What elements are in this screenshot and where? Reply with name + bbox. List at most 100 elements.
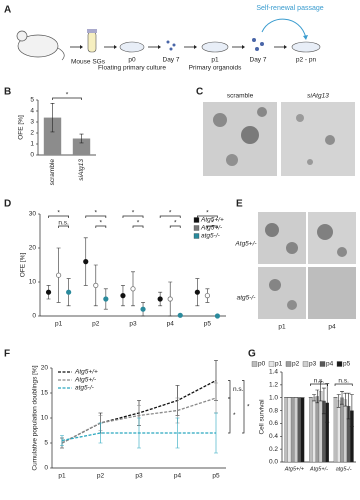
cell-icon: [252, 38, 256, 42]
y-tick-label: 30: [29, 211, 37, 218]
significance-label: *: [206, 210, 209, 217]
panel-label: F: [4, 349, 10, 360]
y-tick-label: 0.2: [269, 446, 278, 453]
bar: [312, 397, 316, 463]
step-label: p1: [211, 57, 219, 64]
x-tick-label: siAtg13: [78, 159, 85, 181]
diagram: Self-renewal passage Mouse SGs p0 Floati…: [16, 5, 324, 72]
y-tick-label: 0.6: [269, 420, 278, 427]
significance-label: *: [95, 210, 98, 217]
y-tick-label: 1: [30, 141, 34, 148]
y-axis-label: Cell survival: [259, 399, 266, 435]
legend-label: atg5-/-: [201, 233, 221, 240]
mean-marker: [120, 292, 126, 299]
micrograph: [258, 212, 306, 264]
x-tick-label: p1: [58, 473, 66, 480]
loop-arrow: [261, 18, 307, 39]
mean-marker: [93, 282, 99, 288]
arrow: [158, 45, 161, 49]
bar: [340, 397, 344, 463]
panel-label: D: [4, 199, 11, 210]
dish-icon: [291, 41, 321, 53]
x-tick-label: p5: [212, 473, 220, 480]
significance-label: *: [211, 220, 214, 227]
y-tick-label: 2: [30, 130, 34, 137]
significance-bracket: [132, 225, 144, 228]
legend-label: Atg5+/-: [200, 225, 223, 232]
organoid: [269, 279, 281, 291]
step-label: Mouse SGs: [71, 59, 106, 66]
mouse-icon: [57, 47, 65, 61]
bar: [72, 138, 91, 155]
x-tick-label: p1: [55, 321, 63, 328]
cell-icon: [166, 40, 170, 44]
y-tick-label: 10: [41, 415, 49, 422]
line: [61, 397, 217, 444]
y-axis-label: OFE [%]: [18, 115, 25, 140]
significance-bracket: [228, 380, 231, 399]
step-sublabel: Floating primary culture: [98, 65, 166, 72]
tube-icon: [87, 29, 97, 33]
legend-label: p5: [343, 361, 351, 368]
arrow: [80, 45, 83, 49]
mouse-icon: [17, 34, 59, 58]
mean-marker: [55, 272, 62, 278]
panel-label: B: [4, 87, 11, 98]
error-bar: [325, 383, 330, 423]
bar: [290, 397, 295, 463]
bar: [309, 397, 313, 463]
y-axis-label: OFE [%]: [20, 253, 27, 278]
significance-bracket: [58, 225, 69, 228]
bar: [297, 397, 302, 463]
x-tick-label: p4: [167, 321, 175, 328]
error-bar: [214, 382, 218, 414]
mouse-icon: [16, 30, 28, 42]
mean-marker: [140, 306, 146, 312]
bar: [318, 391, 323, 463]
legend-label: Atg5+/+: [200, 217, 224, 224]
significance-bracket: [310, 383, 328, 386]
arrow: [114, 45, 117, 49]
significance-label: *: [233, 412, 236, 419]
y-tick-label: 0: [44, 465, 48, 472]
image-column-label: siAtg13: [307, 93, 329, 100]
cell-icon: [172, 43, 176, 47]
cell-icon: [260, 42, 264, 46]
y-tick-label: 5: [30, 97, 34, 104]
significance-label: *: [132, 210, 135, 217]
organoid: [213, 113, 227, 127]
y-tick-label: 20: [29, 245, 37, 252]
legend-swatch: [285, 361, 292, 367]
significance-bracket: [85, 215, 107, 218]
legend-swatch: [251, 361, 258, 367]
panel-label: G: [248, 349, 256, 360]
panel-label: C: [196, 87, 203, 98]
organoid: [286, 242, 298, 254]
mean-marker: [214, 313, 221, 319]
step-label: Day 7: [163, 57, 180, 64]
bar: [343, 399, 348, 463]
y-tick-label: 20: [41, 365, 49, 372]
y-tick-label: 15: [41, 390, 49, 397]
step-label: p0: [128, 57, 136, 64]
mean-marker: [45, 289, 52, 295]
mean-marker: [83, 258, 89, 265]
micrograph: [308, 267, 356, 319]
y-axis-label: Cumulative population doublings [%]: [32, 365, 39, 470]
legend-label: p2: [292, 361, 300, 368]
y-tick-label: 1.2: [269, 382, 278, 389]
significance-label: *: [57, 210, 60, 217]
cell-icon: [169, 47, 173, 51]
legend-label: atg5-/-: [75, 385, 95, 392]
panel-label: E: [236, 199, 243, 210]
error-bar: [315, 389, 320, 404]
organoid: [325, 135, 335, 145]
image-column-label: scramble: [227, 93, 254, 100]
legend-label: Atg5+/-: [74, 377, 97, 384]
significance-bracket: [52, 97, 82, 100]
legend-swatch: [193, 217, 200, 223]
error-bar: [349, 394, 354, 427]
image-column-label: p4: [328, 324, 336, 331]
image-column-label: p1: [278, 324, 286, 331]
